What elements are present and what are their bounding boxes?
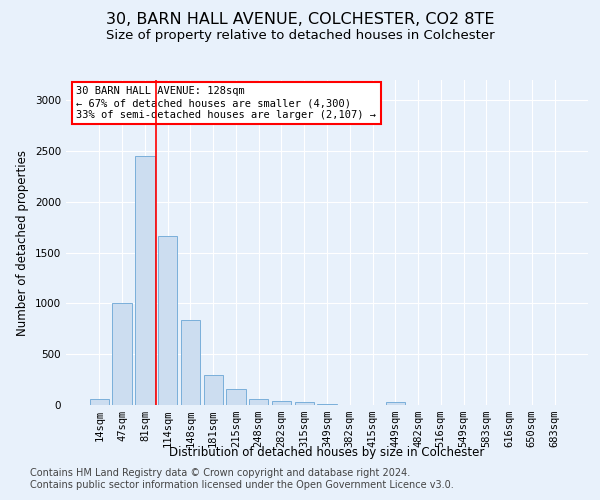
Bar (226, 390, 245, 405)
Bar (203, 374, 223, 405)
Bar (135, 156, 155, 405)
Bar (90, 400, 109, 405)
Bar (272, 401, 291, 405)
Text: 30 BARN HALL AVENUE: 128sqm
← 67% of detached houses are smaller (4,300)
33% of : 30 BARN HALL AVENUE: 128sqm ← 67% of det… (76, 86, 376, 120)
Bar (249, 399, 268, 405)
Bar (295, 402, 314, 405)
Bar (386, 402, 405, 405)
Text: Distribution of detached houses by size in Colchester: Distribution of detached houses by size … (169, 446, 485, 459)
Text: Contains HM Land Registry data © Crown copyright and database right 2024.: Contains HM Land Registry data © Crown c… (30, 468, 410, 477)
Text: 30, BARN HALL AVENUE, COLCHESTER, CO2 8TE: 30, BARN HALL AVENUE, COLCHESTER, CO2 8T… (106, 12, 494, 28)
Bar (317, 404, 337, 405)
Text: Contains public sector information licensed under the Open Government Licence v3: Contains public sector information licen… (30, 480, 454, 490)
Bar (181, 320, 200, 405)
Bar (112, 304, 132, 405)
Text: Size of property relative to detached houses in Colchester: Size of property relative to detached ho… (106, 29, 494, 42)
Y-axis label: Number of detached properties: Number of detached properties (16, 150, 29, 336)
Bar (158, 236, 178, 405)
